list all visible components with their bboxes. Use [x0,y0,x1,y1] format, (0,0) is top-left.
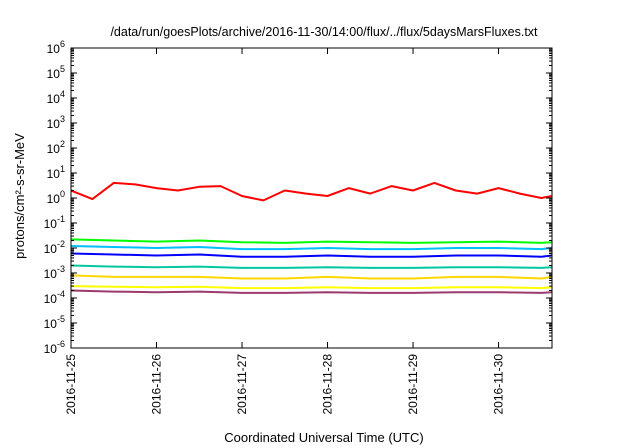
y-tick-label-base: 10 [44,267,58,281]
y-tick-label-exponent: -5 [57,314,65,324]
y-tick-label-base: 10 [47,192,61,206]
series-line-4 [71,252,552,258]
y-tick-label: 101 [47,164,65,181]
series-line-6 [71,274,552,280]
series-layer [71,181,552,294]
x-tick-label: 2016-11-29 [406,354,420,415]
y-tick-label-exponent: -1 [57,214,65,224]
y-tick-label-exponent: 0 [60,189,65,199]
y-tick-label-exponent: -3 [57,264,65,274]
y-tick-label: 10-2 [44,239,65,256]
y-tick-label: 10-6 [44,339,65,356]
y-tick-label-exponent: -4 [57,289,65,299]
y-tick-label-base: 10 [47,167,61,181]
series-line-2 [71,238,552,244]
y-tick-label-exponent: 3 [60,114,65,124]
x-axis-label: Coordinated Universal Time (UTC) [224,430,423,445]
y-tick-label: 100 [47,189,65,206]
y-tick-label: 105 [47,64,65,81]
y-tick-label-base: 10 [47,117,61,131]
y-tick-label: 103 [47,114,65,131]
x-tick-label: 2016-11-28 [321,354,335,415]
y-tick-label-exponent: 5 [60,64,65,74]
y-tick-label-base: 10 [44,317,58,331]
series-line-1 [71,181,552,202]
series-line-8 [71,289,552,294]
x-tick-label: 2016-11-30 [492,354,506,415]
y-tick-label: 10-1 [44,214,65,231]
y-tick-label: 104 [47,89,65,106]
y-tick-label-exponent: 1 [60,164,65,174]
y-tick-label-base: 10 [47,92,61,106]
x-tick-label: 2016-11-27 [235,354,249,415]
series-line-7 [71,285,552,290]
x-tick-label: 2016-11-26 [150,354,164,415]
chart-title: /data/run/goesPlots/archive/2016-11-30/1… [110,25,538,39]
y-tick-label-exponent: -6 [57,339,65,349]
y-tick-label: 10-5 [44,314,65,331]
y-tick-label-exponent: -2 [57,239,65,249]
y-tick-label: 10-4 [44,289,65,306]
y-tick-label-base: 10 [44,342,58,356]
y-tick-label-base: 10 [47,67,61,81]
y-tick-label-base: 10 [44,242,58,256]
plot-frame [70,47,553,349]
y-tick-label-exponent: 4 [60,89,65,99]
y-tick-label: 102 [47,139,65,156]
y-tick-label-base: 10 [44,292,58,306]
y-tick-label-base: 10 [44,217,58,231]
y-tick-label-exponent: 6 [60,39,65,49]
y-tick-label-exponent: 2 [60,139,65,149]
x-tick-label: 2016-11-25 [64,354,78,415]
y-tick-label: 10-3 [44,264,65,281]
series-line-3 [71,245,552,251]
series-line-5 [71,264,552,269]
y-axis-label: protons/cm²-s-sr-MeV [12,133,27,259]
y-tick-label-base: 10 [47,142,61,156]
y-tick-label: 106 [47,39,65,56]
x-axis: 2016-11-25 2016-11-26 2016-11-27 2016-11-28… [64,48,506,415]
y-axis: 10-610-510-410-310-210-11001011021031041… [44,39,552,356]
y-tick-label-base: 10 [47,42,61,56]
